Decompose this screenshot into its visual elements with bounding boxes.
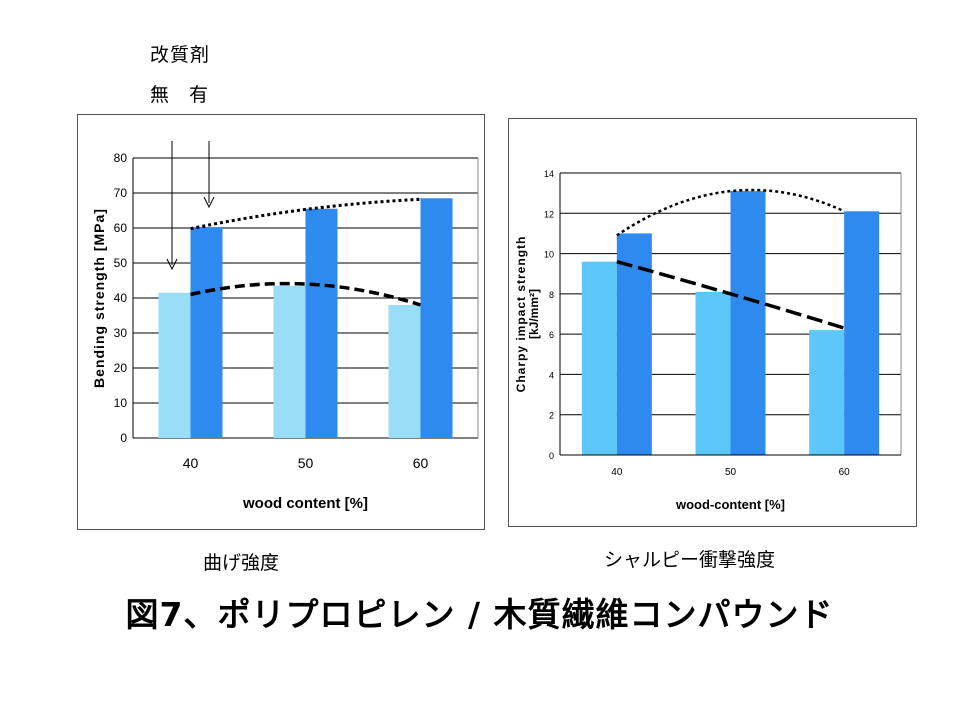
y-tick-label: 0 [120, 431, 127, 445]
y-axis-label-group: Charpy impact strength [kJ/mm²] [514, 236, 541, 393]
trendline-without-modifier [190, 281, 422, 307]
y-axis-label-line1: Charpy impact strength [514, 236, 528, 393]
y-tick-label: 6 [549, 330, 554, 340]
bar-with-modifier [190, 228, 223, 438]
y-tick-label: 4 [549, 370, 554, 380]
trendline-without-modifier [616, 259, 845, 330]
x-tick-label: 60 [839, 467, 851, 478]
left-caption: 曲げ強度 [203, 552, 280, 574]
x-tick-label: 60 [413, 455, 429, 471]
legend-without-label: 無 [150, 84, 170, 106]
y-tick-label: 0 [549, 451, 554, 461]
legend-title: 改質剤 [150, 44, 211, 66]
bar-with-modifier [616, 233, 652, 455]
y-tick-label: 40 [114, 291, 128, 305]
charpy-chart-panel: 0 2 4 6 8 10 12 14 40 50 60 wood-content [%] Charpy … [508, 118, 917, 527]
x-tick-label: 50 [725, 467, 737, 478]
legend-items: 無 有 [150, 80, 222, 107]
figure-title: 図7、ポリプロピレン / 木質繊維コンパウンド [125, 595, 834, 634]
bar-without-modifier [581, 261, 617, 455]
y-tick-label: 80 [114, 151, 128, 165]
trendline-with-modifier [190, 197, 421, 231]
x-axis-label: wood content [%] [242, 495, 368, 512]
bar-without-modifier [273, 285, 306, 438]
bending-strength-chart: 0 10 20 30 40 50 60 70 80 40 50 60 wood content [%] B… [91, 141, 479, 512]
y-tick-label: 20 [114, 361, 128, 375]
y-tick-label: 30 [114, 326, 128, 340]
x-tick-label: 40 [183, 455, 199, 471]
y-tick-label: 12 [544, 209, 554, 219]
bending-chart-panel: 0 10 20 30 40 50 60 70 80 40 50 60 wood content [%] B… [77, 114, 485, 530]
y-tick-label: 2 [549, 411, 554, 421]
bar-without-modifier [158, 292, 191, 438]
y-tick-label: 60 [114, 221, 128, 235]
y-tick-label: 10 [544, 250, 554, 260]
y-tick-label: 50 [114, 256, 128, 270]
legend-with-label: 有 [189, 84, 209, 106]
x-tick-label: 50 [298, 455, 314, 471]
y-tick-label: 14 [544, 169, 554, 179]
right-caption: シャルピー衝撃強度 [604, 549, 776, 571]
y-tick-label: 70 [114, 186, 128, 200]
x-tick-label: 40 [611, 467, 623, 478]
bar-with-modifier [420, 198, 453, 438]
y-tick-label: 8 [549, 290, 554, 300]
arrow-without-modifier-head [166, 258, 178, 271]
bar-without-modifier [809, 330, 845, 455]
bar-with-modifier [844, 211, 880, 455]
x-axis-label: wood-content [%] [675, 497, 785, 512]
bar-without-modifier [695, 291, 731, 455]
arrow-with-modifier-head [203, 196, 215, 209]
charpy-impact-chart: 0 2 4 6 8 10 12 14 40 50 60 wood-content [%] Charpy … [514, 169, 902, 512]
y-tick-label: 10 [114, 396, 128, 410]
bar-with-modifier [730, 191, 766, 455]
bar-without-modifier [388, 305, 421, 438]
bar-with-modifier [305, 208, 338, 438]
y-axis-label-line2: [kJ/mm²] [527, 289, 541, 339]
y-axis-label: Bending strength [MPa] [91, 208, 107, 388]
